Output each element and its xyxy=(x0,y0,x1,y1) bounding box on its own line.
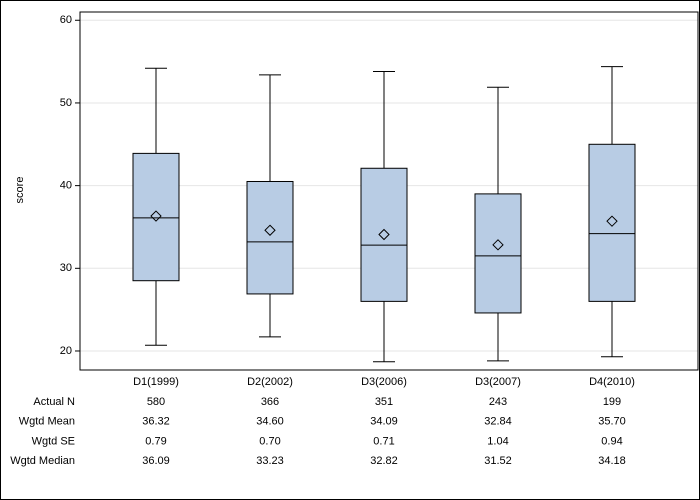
y-axis-label: score xyxy=(14,177,26,204)
table-cell: 35.70 xyxy=(598,416,626,428)
table-cell: 36.32 xyxy=(142,416,170,428)
table-cell: 34.09 xyxy=(370,416,398,428)
x-tick-label: D1(1999) xyxy=(133,376,179,388)
table-cell: 0.70 xyxy=(259,435,280,447)
table-cell: 0.94 xyxy=(601,435,622,447)
table-row-label: Wgtd Mean xyxy=(19,416,75,428)
x-tick-label: D4(2010) xyxy=(589,376,635,388)
table-row-label: Wgtd Median xyxy=(10,455,75,467)
table-row-label: Wgtd SE xyxy=(32,435,75,447)
table-cell: 199 xyxy=(603,396,621,408)
table-cell: 32.82 xyxy=(370,455,398,467)
x-tick-label: D3(2006) xyxy=(361,376,407,388)
y-tick-label: 40 xyxy=(60,180,72,192)
table-cell: 33.23 xyxy=(256,455,284,467)
box xyxy=(132,152,180,282)
table-row-label: Actual N xyxy=(33,396,75,408)
mean-marker xyxy=(606,215,618,227)
y-tick-label: 60 xyxy=(60,14,72,26)
table-cell: 31.52 xyxy=(484,455,512,467)
table-cell: 1.04 xyxy=(487,435,508,447)
table-cell: 32.84 xyxy=(484,416,512,428)
x-tick-label: D3(2007) xyxy=(475,376,521,388)
mean-marker xyxy=(378,228,390,241)
y-tick-label: 30 xyxy=(60,262,72,274)
box xyxy=(474,193,522,314)
table-cell: 36.09 xyxy=(142,455,170,467)
plot-frame xyxy=(79,11,699,371)
mean-marker xyxy=(492,239,504,251)
mean-marker xyxy=(264,224,276,236)
table-cell: 34.18 xyxy=(598,455,626,467)
table-cell: 0.79 xyxy=(145,435,166,447)
y-tick-label: 50 xyxy=(60,97,72,109)
table-cell: 34.60 xyxy=(256,416,284,428)
table-cell: 351 xyxy=(375,396,393,408)
mean-marker xyxy=(150,210,162,222)
table-cell: 580 xyxy=(147,396,165,408)
x-tick-label: D2(2002) xyxy=(247,376,293,388)
box xyxy=(246,180,294,295)
table-cell: 243 xyxy=(489,396,507,408)
table-cell: 0.71 xyxy=(373,435,394,447)
box xyxy=(588,143,636,302)
table-cell: 366 xyxy=(261,396,279,408)
y-tick-label: 20 xyxy=(60,345,72,357)
box xyxy=(360,167,408,302)
